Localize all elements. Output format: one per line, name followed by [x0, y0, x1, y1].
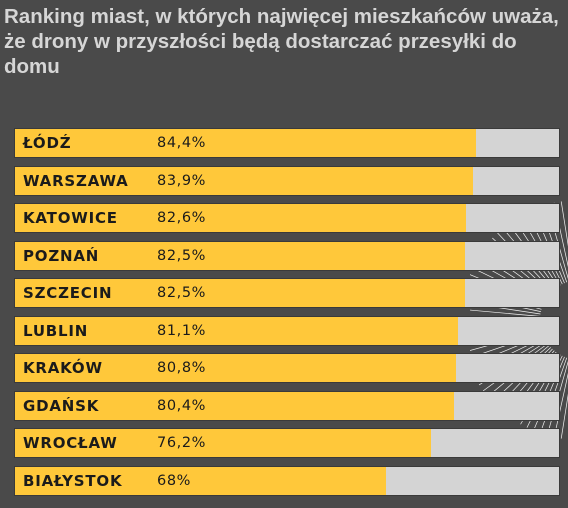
bar — [15, 354, 457, 382]
bar-row: KRAKÓW 80,8% — [14, 353, 560, 383]
bar-row: WARSZAWA 83,9% — [14, 165, 560, 196]
bar — [15, 466, 387, 495]
category-label: KRAKÓW — [23, 359, 103, 377]
decoration-line — [560, 393, 568, 439]
bar — [15, 429, 432, 457]
data-label: 82,6% — [157, 210, 207, 226]
category-label: WROCŁAW — [23, 434, 118, 452]
bar-row: LUBLIN 81,1% — [14, 315, 560, 346]
category-label: BIAŁYSTOK — [23, 471, 123, 490]
bar — [15, 316, 458, 345]
category-label: GDAŃSK — [23, 396, 100, 415]
data-label: 68% — [157, 472, 192, 489]
bar-row: SZCZECIN 82,5% — [14, 278, 560, 308]
bar — [15, 241, 466, 270]
category-label: KATOWICE — [23, 209, 118, 227]
data-label: 81,1% — [157, 322, 207, 339]
category-label: ŁÓDŹ — [23, 134, 72, 152]
bar — [15, 166, 474, 195]
data-label: 80,8% — [157, 360, 207, 376]
category-label: LUBLIN — [23, 321, 89, 340]
category-label: POZNAŃ — [23, 246, 100, 265]
chart-title: Ranking miast, w których najwięcej miesz… — [4, 5, 559, 78]
bar — [15, 129, 476, 157]
bar-row: POZNAŃ 82,5% — [14, 240, 560, 271]
bar — [15, 204, 466, 232]
bar — [15, 279, 466, 307]
data-label: 76,2% — [157, 435, 207, 451]
bar-chart: ŁÓDŹ 84,4% WARSZAWA 83,9% KATOWICE 82,6% POZNA… — [14, 128, 560, 496]
bar — [15, 391, 454, 420]
category-label: WARSZAWA — [23, 171, 129, 190]
bar-row: KATOWICE 82,6% — [14, 203, 560, 233]
data-label: 80,4% — [157, 397, 207, 414]
data-label: 82,5% — [157, 285, 207, 301]
decoration-line — [470, 309, 541, 317]
data-label: 83,9% — [157, 172, 207, 189]
decoration-line — [560, 201, 568, 247]
data-label: 84,4% — [157, 135, 207, 151]
bar-row: ŁÓDŹ 84,4% — [14, 128, 560, 158]
bar-row: WROCŁAW 76,2% — [14, 428, 560, 458]
decoration-line — [553, 372, 568, 438]
bar-row: BIAŁYSTOK 68% — [14, 465, 560, 496]
bar-row: GDAŃSK 80,4% — [14, 390, 560, 421]
category-label: SZCZECIN — [23, 284, 113, 302]
data-label: 82,5% — [157, 247, 207, 264]
